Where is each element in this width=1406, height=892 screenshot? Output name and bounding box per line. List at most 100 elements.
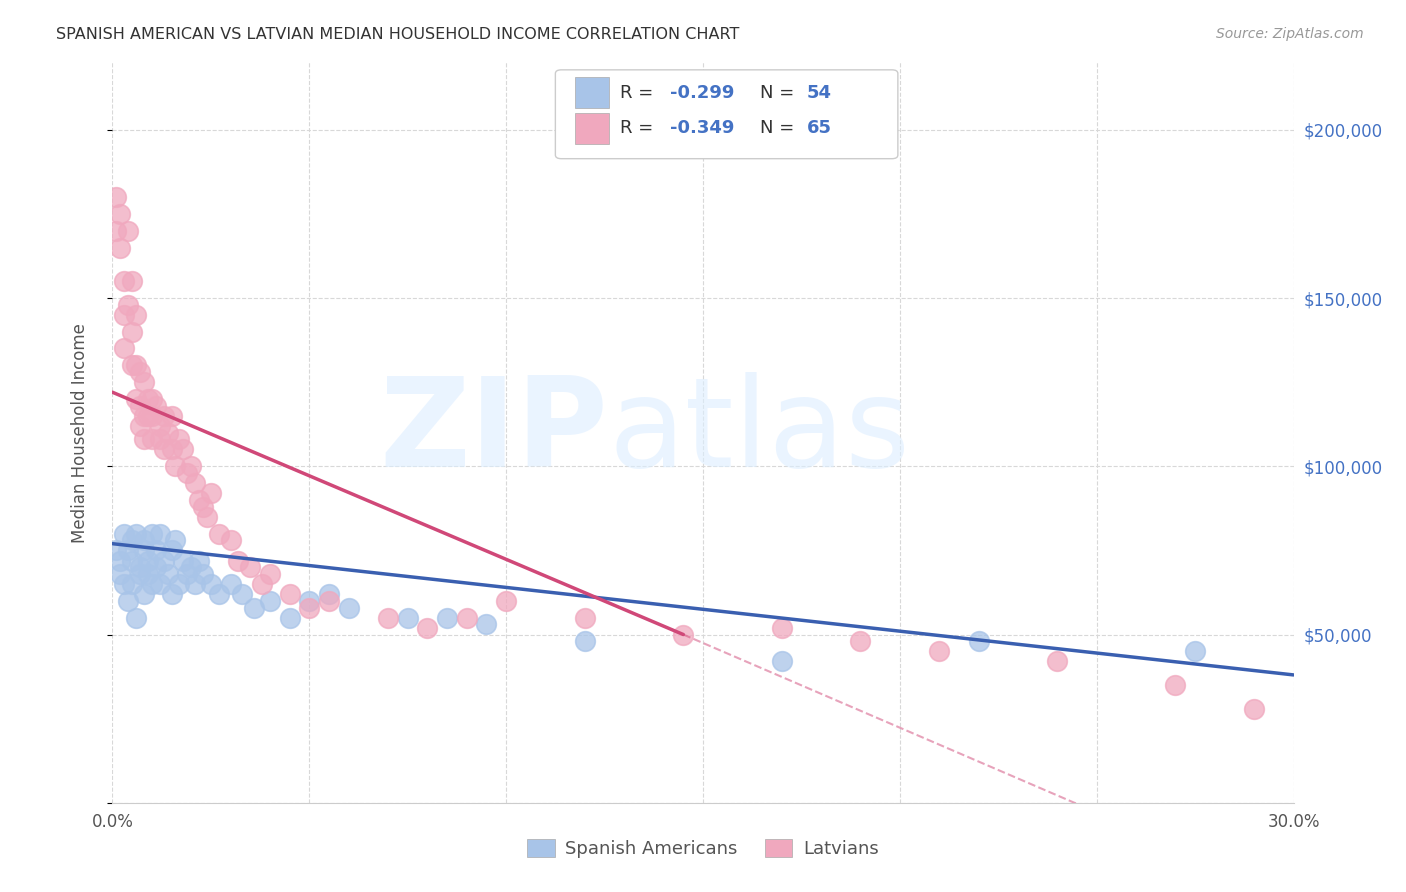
Point xyxy=(156,566,179,581)
Point xyxy=(1184,644,1206,658)
Point xyxy=(121,533,143,548)
Point xyxy=(191,500,214,514)
Text: atlas: atlas xyxy=(609,372,911,493)
Point xyxy=(121,359,143,373)
Point xyxy=(125,610,148,624)
Point xyxy=(416,621,439,635)
Point xyxy=(160,543,183,558)
Point xyxy=(121,553,143,567)
Point xyxy=(208,587,231,601)
Point xyxy=(149,433,172,447)
Point xyxy=(141,409,163,423)
Point xyxy=(200,486,222,500)
Point xyxy=(117,594,139,608)
Point xyxy=(117,298,139,312)
Point xyxy=(132,433,155,447)
Point xyxy=(180,560,202,574)
Point xyxy=(160,409,183,423)
Point xyxy=(219,577,242,591)
Point xyxy=(1243,701,1265,715)
Point xyxy=(141,577,163,591)
Text: ZIP: ZIP xyxy=(380,372,609,493)
Point xyxy=(250,577,273,591)
Point xyxy=(278,610,301,624)
Bar xyxy=(575,78,609,108)
Point xyxy=(152,409,174,423)
Point xyxy=(125,392,148,406)
Point xyxy=(165,533,187,548)
Point xyxy=(396,610,419,624)
Point xyxy=(132,375,155,389)
Point xyxy=(121,577,143,591)
Point xyxy=(475,617,498,632)
Point xyxy=(188,553,211,567)
Point xyxy=(495,594,517,608)
Point xyxy=(125,359,148,373)
Point xyxy=(180,459,202,474)
Point xyxy=(132,409,155,423)
Point xyxy=(141,433,163,447)
Point xyxy=(112,577,135,591)
FancyBboxPatch shape xyxy=(555,70,898,159)
Point xyxy=(188,492,211,507)
Point xyxy=(200,577,222,591)
Point xyxy=(770,655,793,669)
Text: R =: R = xyxy=(620,84,659,102)
Point xyxy=(160,587,183,601)
Point xyxy=(176,566,198,581)
Point xyxy=(160,442,183,457)
Point xyxy=(149,418,172,433)
Point xyxy=(129,418,152,433)
Point xyxy=(136,392,159,406)
Point xyxy=(849,634,872,648)
Point xyxy=(129,365,152,379)
Point xyxy=(259,566,281,581)
Point xyxy=(105,224,128,238)
Point xyxy=(184,577,207,591)
Point xyxy=(156,425,179,440)
Point xyxy=(125,526,148,541)
Point xyxy=(259,594,281,608)
Point xyxy=(770,621,793,635)
Point xyxy=(117,224,139,238)
Text: Source: ZipAtlas.com: Source: ZipAtlas.com xyxy=(1216,27,1364,41)
Point xyxy=(436,610,458,624)
Y-axis label: Median Household Income: Median Household Income xyxy=(70,323,89,542)
Text: 54: 54 xyxy=(807,84,832,102)
Point xyxy=(228,553,250,567)
Point xyxy=(132,533,155,548)
Point xyxy=(112,342,135,356)
Point xyxy=(145,399,167,413)
Point xyxy=(136,553,159,567)
Point xyxy=(110,566,132,581)
Point xyxy=(110,240,132,255)
Text: SPANISH AMERICAN VS LATVIAN MEDIAN HOUSEHOLD INCOME CORRELATION CHART: SPANISH AMERICAN VS LATVIAN MEDIAN HOUSE… xyxy=(56,27,740,42)
Point xyxy=(298,594,321,608)
Text: 65: 65 xyxy=(807,120,832,137)
Point xyxy=(136,409,159,423)
Point xyxy=(110,207,132,221)
Point xyxy=(105,190,128,204)
Point xyxy=(337,600,360,615)
Point xyxy=(112,274,135,288)
Point xyxy=(574,634,596,648)
Point xyxy=(377,610,399,624)
Point xyxy=(191,566,214,581)
Point xyxy=(165,459,187,474)
Point xyxy=(117,543,139,558)
Point xyxy=(278,587,301,601)
Point xyxy=(456,610,478,624)
Text: -0.299: -0.299 xyxy=(669,84,734,102)
Point xyxy=(239,560,262,574)
Text: N =: N = xyxy=(759,120,800,137)
Bar xyxy=(575,112,609,144)
Point xyxy=(195,509,218,524)
Point xyxy=(105,543,128,558)
Point xyxy=(132,587,155,601)
Point xyxy=(132,543,155,558)
Point xyxy=(172,553,194,567)
Point xyxy=(112,526,135,541)
Point xyxy=(169,433,191,447)
Point xyxy=(145,543,167,558)
Point xyxy=(1046,655,1069,669)
